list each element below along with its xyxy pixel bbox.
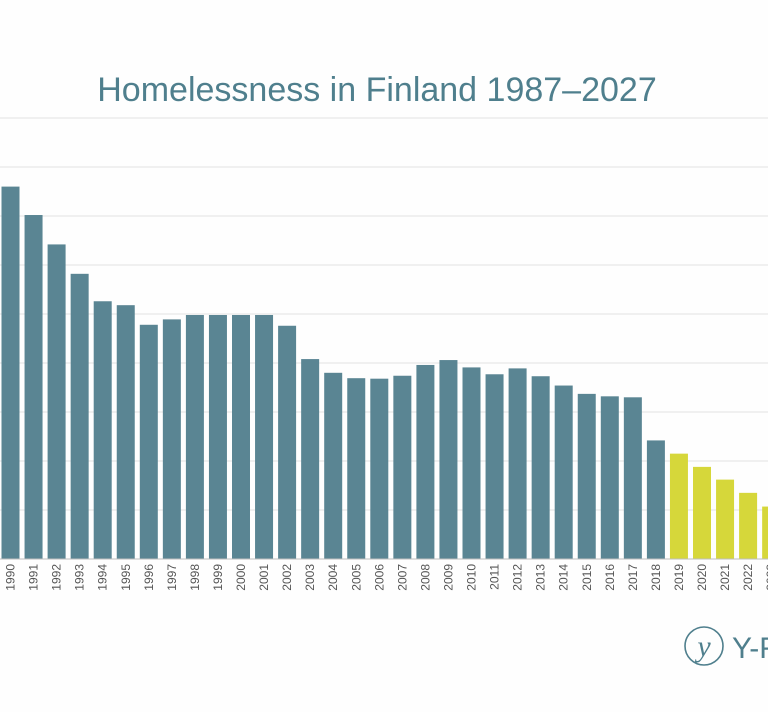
bar-2002 bbox=[278, 325, 297, 559]
bar-2008 bbox=[416, 364, 435, 559]
x-tick-label: 2023 bbox=[764, 564, 768, 591]
bar-1997 bbox=[162, 319, 181, 559]
bar-2016 bbox=[600, 396, 619, 559]
bar-2019 bbox=[669, 453, 688, 559]
bar-2004 bbox=[324, 372, 343, 559]
x-tick-label: 2014 bbox=[557, 564, 571, 591]
x-tick-label: 2022 bbox=[741, 564, 755, 591]
x-tick-label: 2015 bbox=[580, 564, 594, 591]
bar-2017 bbox=[623, 397, 642, 559]
bar-2009 bbox=[439, 360, 458, 559]
x-tick-label: 2016 bbox=[603, 564, 617, 591]
x-tick-label: 2013 bbox=[534, 564, 548, 591]
x-tick-label: 2007 bbox=[395, 564, 409, 591]
bar-2013 bbox=[531, 376, 550, 559]
bars bbox=[1, 186, 768, 560]
bar-1993 bbox=[70, 273, 89, 559]
x-tick-label: 1991 bbox=[27, 564, 41, 591]
x-tick-label: 2017 bbox=[626, 564, 640, 591]
bar-2018 bbox=[646, 440, 665, 559]
x-tick-label: 1993 bbox=[73, 564, 87, 591]
x-tick-label: 2006 bbox=[372, 564, 386, 591]
logo-glyph: y bbox=[694, 630, 711, 663]
bar-2001 bbox=[255, 314, 274, 559]
logo: y Y-F bbox=[684, 626, 768, 666]
bar-2007 bbox=[393, 375, 412, 559]
x-tick-label: 2003 bbox=[303, 564, 317, 591]
bar-1998 bbox=[185, 314, 204, 559]
bar-1990 bbox=[1, 186, 20, 559]
x-tick-label: 2008 bbox=[418, 564, 432, 591]
x-tick-label: 2019 bbox=[672, 564, 686, 591]
x-tick-label: 2005 bbox=[349, 564, 363, 591]
x-tick-label: 2001 bbox=[257, 564, 271, 591]
x-tick-label: 1990 bbox=[4, 564, 18, 591]
x-tick-label: 1994 bbox=[96, 564, 110, 591]
x-tick-label: 2021 bbox=[718, 564, 732, 591]
x-tick-label: 1997 bbox=[165, 564, 179, 591]
logo-circle-icon bbox=[684, 626, 724, 666]
bar-1992 bbox=[47, 244, 66, 560]
bar-2022 bbox=[739, 492, 758, 559]
bar-2000 bbox=[232, 314, 250, 559]
bar-2012 bbox=[508, 368, 527, 559]
x-tick-label: 1996 bbox=[142, 564, 156, 591]
x-tick-label: 1999 bbox=[211, 564, 225, 591]
x-tick-label: 2002 bbox=[280, 564, 294, 591]
x-tick-label: 2009 bbox=[441, 564, 455, 591]
bar-2015 bbox=[577, 393, 596, 559]
bar-1991 bbox=[24, 215, 43, 559]
bar-1996 bbox=[139, 324, 158, 559]
bar-2010 bbox=[462, 367, 481, 559]
x-tick-label: 1998 bbox=[188, 564, 202, 591]
x-tick-label: 2000 bbox=[234, 564, 248, 591]
x-tick-label: 1992 bbox=[50, 564, 64, 591]
bar-1994 bbox=[93, 301, 112, 559]
bar-2020 bbox=[693, 466, 711, 559]
x-tick-label: 2018 bbox=[649, 564, 663, 591]
x-tick-label: 1995 bbox=[119, 564, 133, 591]
bar-2011 bbox=[485, 374, 504, 559]
x-tick-label: 2010 bbox=[465, 564, 479, 591]
x-tick-label: 2004 bbox=[326, 564, 340, 591]
bar-2005 bbox=[347, 378, 366, 559]
chart-title: Homelessness in Finland 1987–2027 bbox=[97, 71, 656, 109]
x-tick-label: 2020 bbox=[695, 564, 709, 591]
bar-1995 bbox=[116, 305, 135, 559]
bar-2023 bbox=[762, 506, 768, 559]
x-tick-labels: 1990 1991 1992 1993 1994 1995 1996 1997 1998 1999… bbox=[4, 564, 768, 591]
bar-1999 bbox=[208, 314, 227, 559]
bar-2014 bbox=[554, 385, 573, 559]
bar-2006 bbox=[370, 378, 389, 559]
logo-text: Y-F bbox=[732, 632, 768, 665]
x-tick-label: 2012 bbox=[511, 564, 525, 591]
bar-2021 bbox=[716, 479, 735, 559]
bar-2003 bbox=[301, 359, 320, 559]
x-tick-label: 2011 bbox=[488, 564, 502, 590]
